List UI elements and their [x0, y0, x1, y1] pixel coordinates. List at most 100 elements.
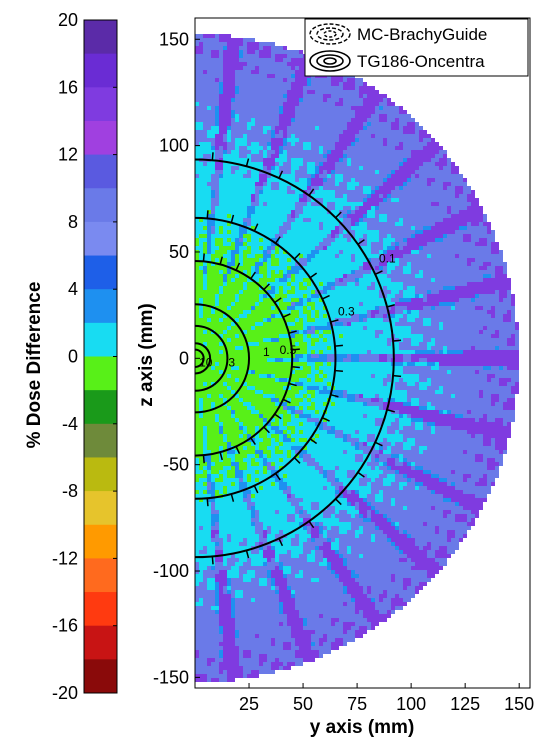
isodose-cusp [288, 382, 297, 387]
isodose-cusp [253, 223, 259, 232]
colorbar-segment [84, 255, 117, 290]
isodose-label: 0.3 [338, 305, 355, 319]
isodose-cusp [334, 344, 343, 347]
y-tick-label: -150 [153, 667, 189, 687]
isodose-cusp [357, 471, 365, 478]
plot-border [194, 17, 531, 689]
colorbar-segment [84, 221, 117, 257]
x-tick-label: 150 [504, 694, 534, 714]
isodose-cusp [309, 438, 318, 445]
colorbar-tick-label: 16 [58, 77, 78, 97]
isodose-cusp [235, 262, 241, 271]
isodose-cusp [245, 550, 250, 559]
isodose-cusp [282, 398, 291, 404]
legend-label-mc: MC-BrachyGuide [357, 25, 487, 44]
colorbar-tick-label: 0 [68, 347, 78, 367]
isodose-label: 0.5 [280, 343, 297, 357]
colorbar-segment [84, 625, 117, 660]
isodose-cusp [322, 294, 330, 300]
isodose-cusp [309, 272, 318, 279]
isodose-cusp [219, 452, 223, 461]
isodose-cusp [393, 339, 402, 342]
isodose-cusp [230, 214, 235, 223]
isodose-lines [195, 152, 402, 565]
isodose-line [195, 216, 337, 500]
isodose-cusp [308, 520, 315, 529]
x-tick-label: 100 [396, 694, 426, 714]
isodose-cusp [274, 472, 281, 481]
isodose-cusp [206, 498, 209, 507]
plot-area: 10 3 1 0.5 0.3 0.1 [194, 17, 531, 689]
colorbar-tick-label: -12 [52, 548, 78, 568]
isodose-cusp [291, 348, 300, 351]
x-tick-label: 25 [239, 694, 259, 714]
isodose-cusp [293, 252, 301, 260]
colorbar-tick-label: -20 [52, 683, 78, 703]
y-tick-label: -50 [163, 455, 189, 475]
isodose-cusp [330, 393, 339, 398]
colorbar-tick-label: -16 [52, 616, 78, 636]
isodose-cusp [330, 319, 339, 323]
colorbar-tick-label: 4 [68, 279, 78, 299]
y-axis-label: z axis (mm) [136, 303, 157, 406]
isodose-line [195, 260, 294, 457]
isodose-label: 3 [228, 356, 235, 370]
colorbar-segment [84, 120, 117, 156]
colorbar-segment [84, 356, 117, 391]
colorbar-segment [84, 20, 117, 55]
y-tick-label: 0 [179, 348, 189, 368]
isodose-cusp [211, 152, 214, 161]
x-axis-ticks: 25 50 75 100 125 150 [239, 683, 534, 714]
isodose-cusp [206, 210, 209, 219]
colorbar-tick-label: -4 [62, 414, 78, 434]
isodose-cusp [263, 283, 270, 291]
colorbar-label: % Dose Difference [24, 282, 45, 449]
colorbar: 20 16 12 8 4 0 -4 -8 -12 -16 -20 [52, 10, 118, 703]
isodose-cusp [282, 313, 291, 318]
colorbar-tick-label: 8 [68, 212, 78, 232]
y-axis-ticks: 150 100 50 0 -50 -100 -150 [153, 29, 200, 687]
colorbar-segment [84, 524, 117, 559]
x-tick-label: 75 [347, 694, 367, 714]
isodose-labels: 10 3 1 0.5 0.3 0.1 [199, 251, 396, 369]
isodose-cusp [278, 538, 284, 547]
colorbar-segment [84, 188, 117, 223]
isodose-cusp [374, 441, 383, 447]
isodose-cusp [357, 239, 365, 245]
isodose-cusp [291, 366, 300, 369]
isodose-line [195, 158, 395, 559]
isodose-cusp [386, 304, 395, 308]
y-tick-label: 50 [169, 242, 189, 262]
colorbar-tick-label: 20 [58, 10, 78, 30]
isodose-label: 10 [199, 356, 213, 370]
legend-box [304, 18, 529, 77]
legend-icon-solid [309, 50, 351, 72]
isodose-cusp [253, 485, 259, 494]
isodose-cusp [308, 188, 315, 196]
isodose-label: 1 [263, 345, 270, 359]
isodose-line [195, 303, 251, 414]
isodose-cusp [393, 374, 402, 378]
isodose-cusp [245, 158, 250, 167]
x-tick-label: 125 [450, 694, 480, 714]
colorbar-segment [84, 154, 117, 189]
y-tick-label: -100 [153, 561, 189, 581]
isodose-cusp [335, 211, 342, 219]
isodose-cusp [334, 369, 343, 373]
colorbar-segment [84, 423, 117, 458]
legend-label-tg186: TG186-Oncentra [357, 52, 485, 71]
isodose-line [195, 324, 229, 392]
isodose-cusp [250, 437, 256, 445]
isodose-line [195, 348, 205, 368]
colorbar-segment [84, 659, 117, 694]
isodose-cusp [335, 498, 342, 506]
colorbar-segment [84, 592, 117, 627]
isodose-label: 0.1 [379, 251, 396, 265]
isodose-cusp [219, 256, 223, 265]
colorbar-tick-label: -8 [62, 481, 78, 501]
isodose-cusp [278, 170, 284, 179]
colorbar-segment [84, 53, 117, 88]
isodose-cusp [274, 413, 282, 420]
isodose-cusp [374, 270, 383, 275]
